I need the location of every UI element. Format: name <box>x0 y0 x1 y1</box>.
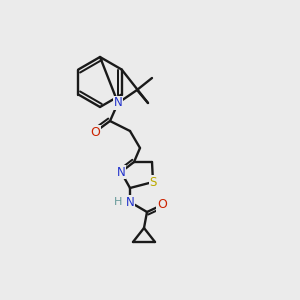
Text: H: H <box>114 197 122 207</box>
Text: N: N <box>114 97 122 110</box>
Text: N: N <box>117 166 125 178</box>
Text: O: O <box>90 125 100 139</box>
Text: O: O <box>157 199 167 212</box>
Text: S: S <box>149 176 157 188</box>
Text: N: N <box>126 196 134 208</box>
